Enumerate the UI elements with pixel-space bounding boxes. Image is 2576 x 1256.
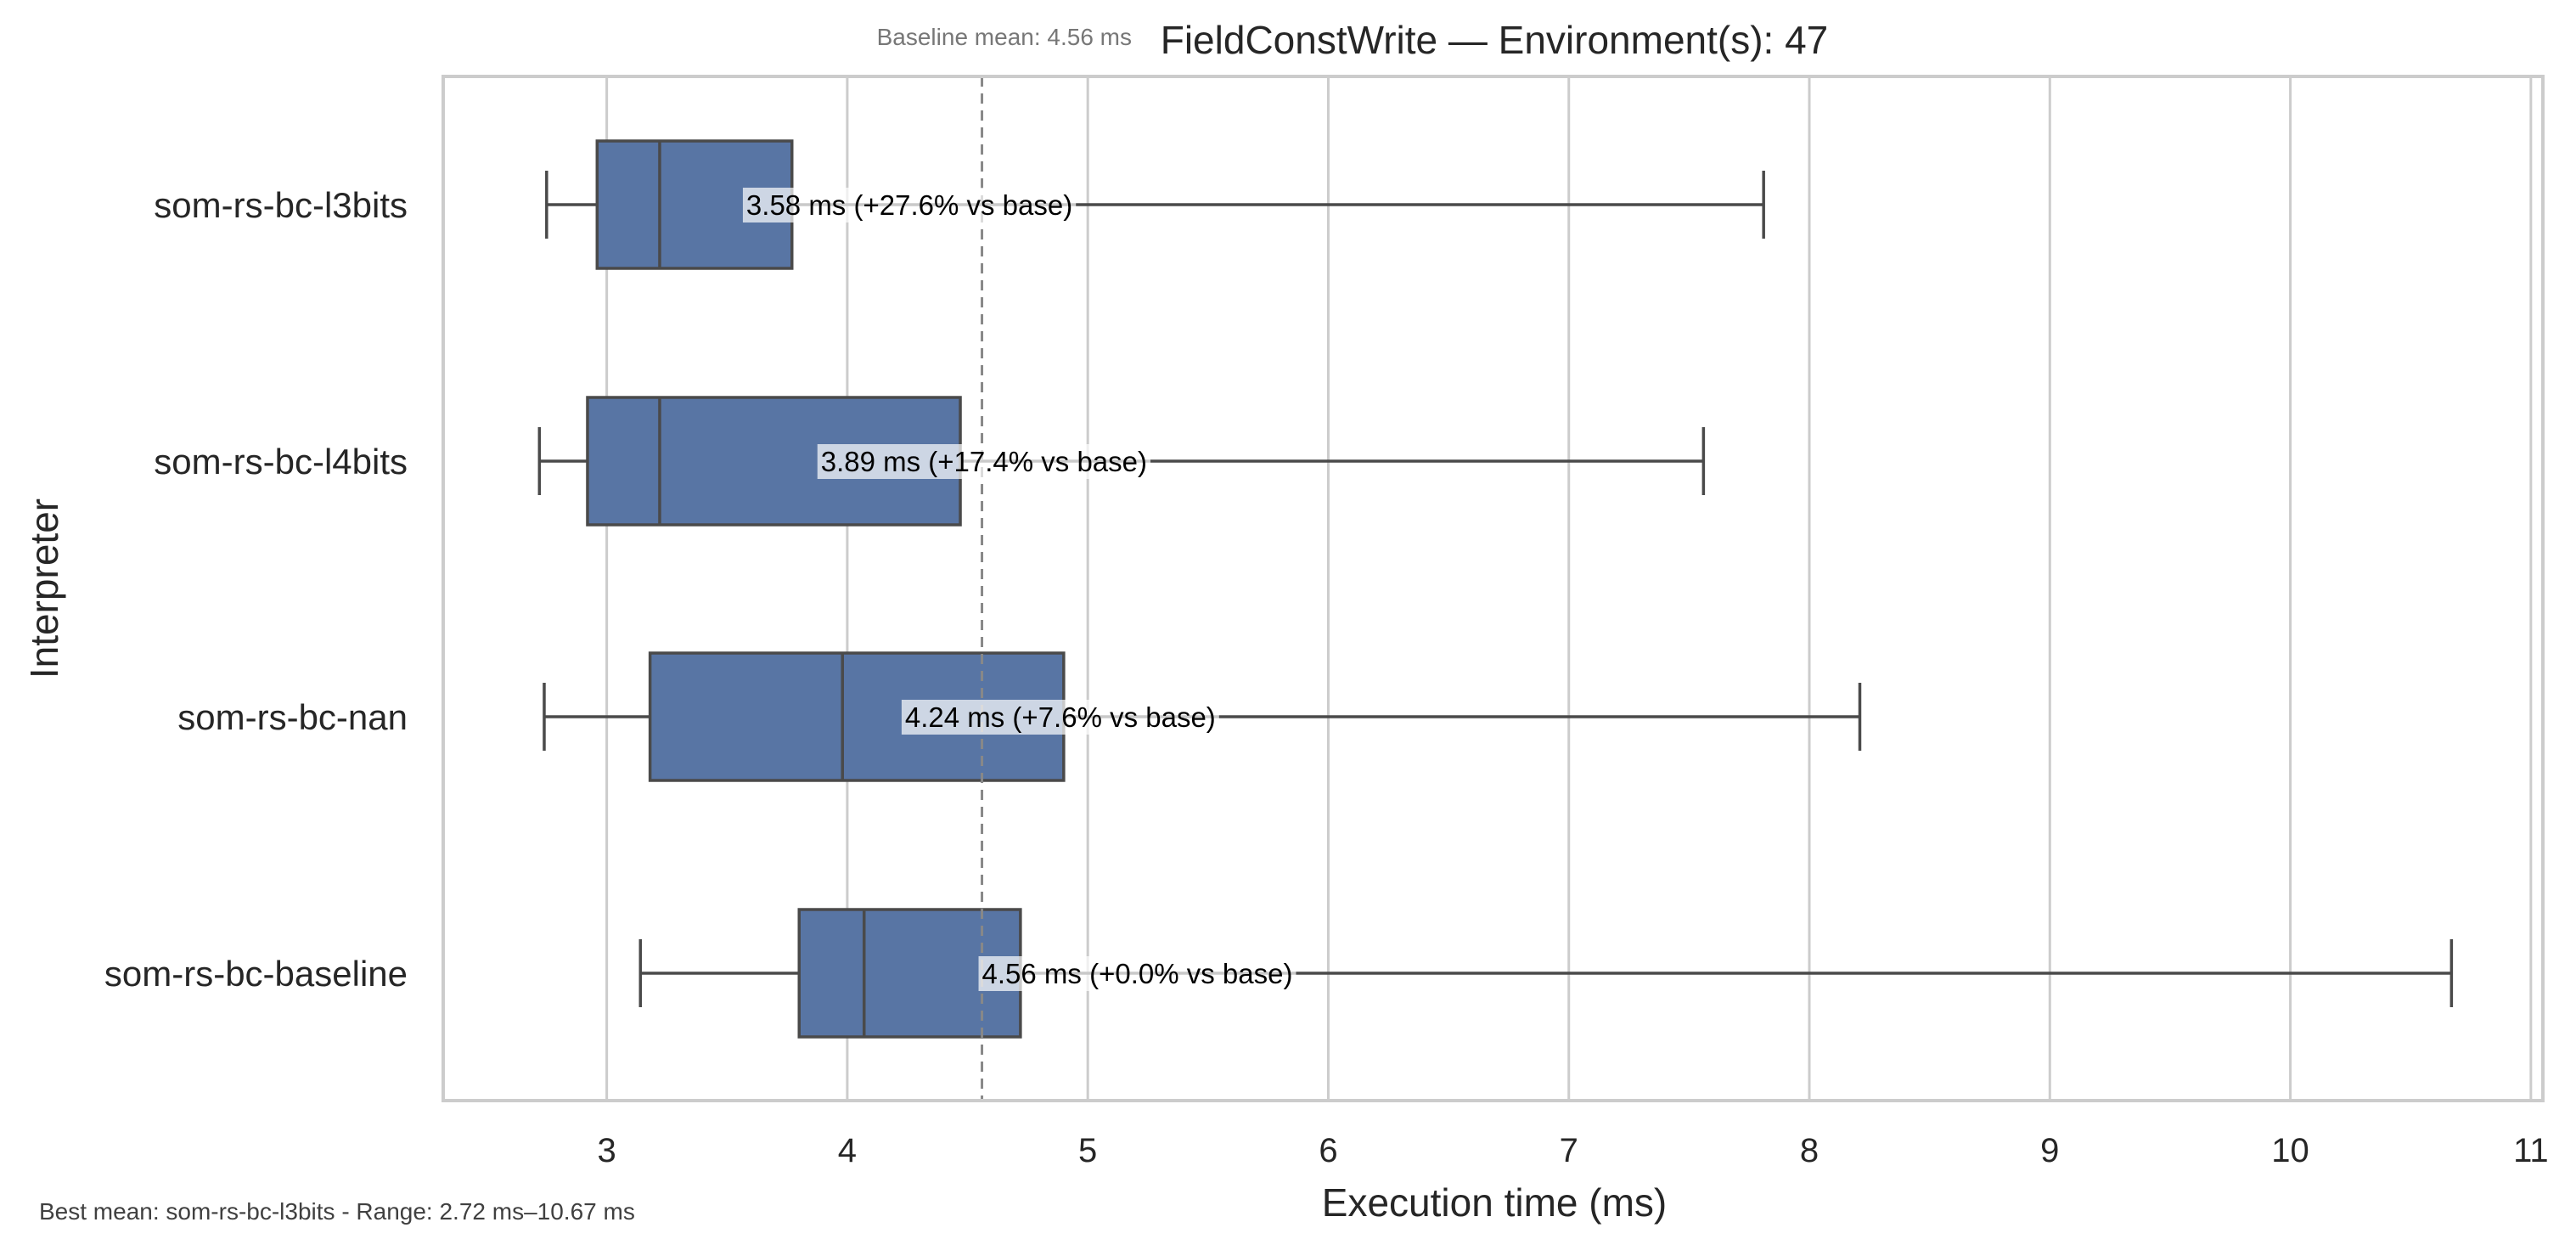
y-tick-label: som-rs-bc-nan bbox=[177, 697, 408, 737]
box-series bbox=[537, 139, 2454, 1039]
x-tick-labels: 3 4 5 6 7 8 9 10 11 bbox=[598, 1132, 2549, 1169]
annotation-background bbox=[817, 444, 1151, 479]
baseline-mean-label: Baseline mean: 4.56 ms bbox=[877, 24, 1132, 50]
x-tick-label: 7 bbox=[1560, 1132, 1578, 1169]
x-tick-label: 11 bbox=[2513, 1132, 2549, 1169]
x-tick-label: 6 bbox=[1319, 1132, 1337, 1169]
annotation-label: 4.24 ms (+7.6% vs base) bbox=[905, 701, 1216, 733]
mean-annotation: 4.56 ms (+0.0% vs base) bbox=[978, 956, 1296, 991]
annotation-background bbox=[742, 188, 1077, 222]
x-tick-label: 3 bbox=[598, 1132, 616, 1169]
annotation-background bbox=[978, 956, 1296, 991]
y-tick-label: som-rs-bc-l3bits bbox=[154, 185, 408, 225]
y-tick-label: som-rs-bc-baseline bbox=[104, 954, 408, 994]
annotation-label: 4.56 ms (+0.0% vs base) bbox=[982, 958, 1293, 989]
annotation-label: 3.89 ms (+17.4% vs base) bbox=[821, 446, 1147, 477]
x-tick-label: 9 bbox=[2040, 1132, 2059, 1169]
chart-title: FieldConstWrite — Environment(s): 47 bbox=[1161, 18, 1829, 62]
x-tick-label: 5 bbox=[1078, 1132, 1097, 1169]
footer-best-mean-note: Best mean: som-rs-bc-l3bits - Range: 2.7… bbox=[39, 1198, 635, 1225]
mean-annotation: 3.58 ms (+27.6% vs base) bbox=[742, 188, 1077, 222]
plot-frame bbox=[442, 75, 2545, 1102]
x-axis-title: Execution time (ms) bbox=[1322, 1180, 1667, 1225]
mean-annotation: 3.89 ms (+17.4% vs base) bbox=[817, 444, 1151, 479]
x-tick-label: 4 bbox=[838, 1132, 857, 1169]
y-tick-labels: som-rs-bc-l3bits som-rs-bc-l4bits som-rs-b… bbox=[104, 185, 408, 994]
mean-annotation: 4.24 ms (+7.6% vs base) bbox=[901, 700, 1219, 735]
annotation-label: 3.58 ms (+27.6% vs base) bbox=[746, 189, 1072, 221]
y-axis-title: Interpreter bbox=[22, 498, 66, 679]
box-group bbox=[545, 139, 1765, 270]
mean-annotations: 3.58 ms (+27.6% vs base) 3.89 ms (+17.4% … bbox=[742, 188, 1296, 991]
y-tick-label: som-rs-bc-l4bits bbox=[154, 442, 408, 482]
annotation-background bbox=[901, 700, 1219, 735]
x-tick-label: 10 bbox=[2271, 1132, 2309, 1169]
x-tick-label: 8 bbox=[1800, 1132, 1819, 1169]
